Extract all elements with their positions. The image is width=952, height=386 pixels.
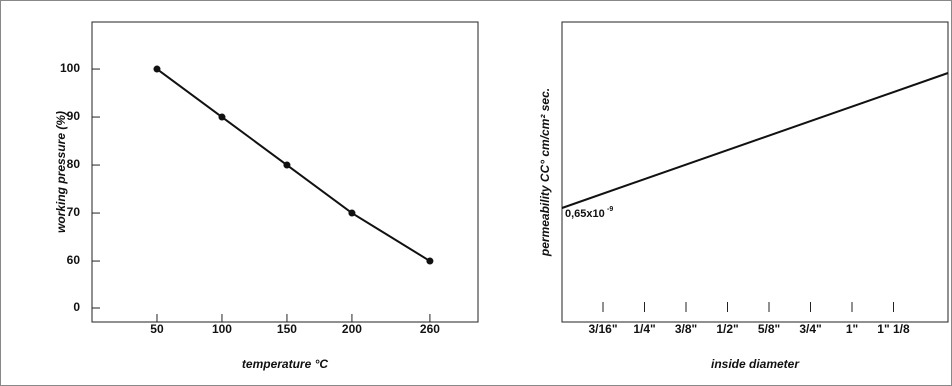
data-point	[153, 65, 161, 73]
x-tick-label: 200	[342, 322, 362, 336]
x-tick-label: 3/16"	[588, 322, 617, 336]
y-break-label: 0	[73, 300, 80, 314]
x-tick-label: 1" 1/8	[877, 322, 910, 336]
x-tick-label: 100	[212, 322, 232, 336]
y-axis-title: permeability CC° cm/cm² sec.	[538, 88, 552, 257]
x-tick-label: 3/4"	[799, 322, 821, 336]
data-point	[348, 209, 356, 217]
data-line	[156, 68, 431, 262]
plot-area	[561, 21, 949, 323]
y-tick-label: 60	[67, 253, 81, 267]
data-point	[426, 257, 434, 265]
annotation: 0,65x10	[565, 208, 605, 220]
x-tick-label: 260	[420, 322, 440, 336]
data-point	[218, 113, 226, 121]
x-tick-label: 50	[150, 322, 164, 336]
y-axis-title: working pressure (%)	[54, 111, 68, 233]
y-tick-label: 80	[67, 157, 81, 171]
x-tick-label: 1/2"	[716, 322, 738, 336]
x-axis-title: temperature °C	[242, 357, 328, 371]
x-tick-label: 1"	[846, 322, 858, 336]
x-tick-label: 150	[277, 322, 297, 336]
y-tick-label: 90	[67, 109, 81, 123]
y-tick-label: 70	[67, 205, 81, 219]
data-point	[283, 161, 291, 169]
annotation-exponent: -9	[607, 206, 613, 213]
trend-line	[561, 72, 949, 209]
x-tick-label: 5/8"	[758, 322, 780, 336]
x-axis-title: inside diameter	[711, 357, 800, 371]
x-tick-label: 1/4"	[633, 322, 655, 336]
y-tick-label: 100	[60, 61, 80, 75]
plot-area	[91, 21, 479, 323]
x-tick-label: 3/8"	[675, 322, 697, 336]
